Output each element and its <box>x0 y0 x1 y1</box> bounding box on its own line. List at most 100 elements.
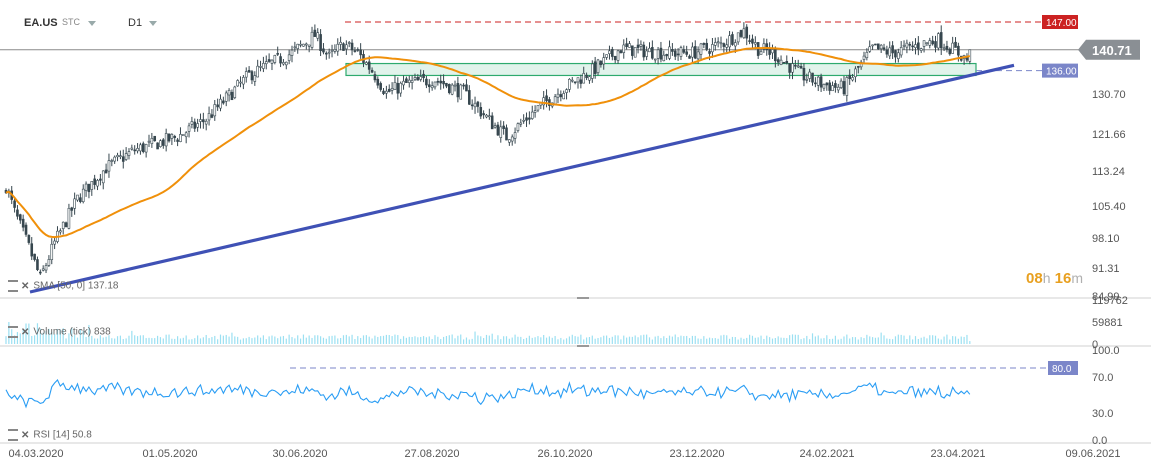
remove-indicator-icon[interactable]: ✕ <box>21 429 30 441</box>
candle <box>816 76 820 86</box>
rsi-tick-label: 30.0 <box>1092 408 1113 420</box>
candle <box>299 43 302 46</box>
date-tick-label: 04.03.2020 <box>8 448 63 460</box>
candle <box>582 73 586 84</box>
candle <box>568 78 571 90</box>
candle <box>322 48 325 53</box>
candle <box>302 43 305 47</box>
candle <box>957 45 960 56</box>
candle <box>708 51 711 54</box>
rsi-indicator-label[interactable]: ✕ RSI [14] 50.8 <box>8 429 92 441</box>
symbol-dropdown-icon[interactable] <box>88 21 96 26</box>
candle <box>748 40 751 42</box>
candle <box>794 64 797 67</box>
candle <box>267 59 271 62</box>
candle <box>673 50 677 57</box>
remove-indicator-icon[interactable]: ✕ <box>21 326 30 338</box>
candle <box>333 49 337 52</box>
candle <box>693 46 697 59</box>
candle <box>776 59 780 63</box>
candle <box>190 121 194 125</box>
candle <box>774 49 777 62</box>
candle <box>416 76 420 81</box>
price-tick-label: 84.99 <box>1092 291 1120 303</box>
candle <box>150 138 154 144</box>
remove-indicator-icon[interactable]: ✕ <box>21 280 30 292</box>
sma-indicator-label[interactable]: ✕ SMA [50, 0] 137.18 <box>8 280 118 292</box>
candle <box>284 61 288 66</box>
candle <box>856 66 860 68</box>
rsi-level-tag <box>1048 361 1078 375</box>
candle <box>336 43 340 52</box>
candle <box>233 86 237 98</box>
candle <box>659 47 663 60</box>
candle <box>631 45 634 56</box>
indicator-settings-icon[interactable] <box>8 280 18 292</box>
candle <box>510 136 514 142</box>
rsi-level-label: 80.0 <box>1052 364 1072 375</box>
candle <box>468 90 471 105</box>
candle <box>928 40 932 46</box>
candle <box>785 61 789 64</box>
candle <box>296 43 300 49</box>
candle <box>44 265 48 271</box>
candle <box>39 271 42 274</box>
candle <box>462 84 465 87</box>
candle <box>593 61 597 74</box>
date-tick-label: 27.08.2020 <box>404 448 459 460</box>
candle <box>754 42 757 45</box>
candle <box>851 77 854 81</box>
candle <box>196 123 199 128</box>
indicator-settings-icon[interactable] <box>8 429 18 441</box>
candle <box>422 73 425 79</box>
candle <box>385 90 388 94</box>
candle <box>799 66 803 69</box>
candle <box>836 86 840 91</box>
candle <box>327 51 331 54</box>
candle <box>728 35 731 48</box>
candle <box>244 71 248 78</box>
price-tick-label: 91.31 <box>1092 263 1120 275</box>
candle <box>493 125 497 128</box>
indicator-settings-icon[interactable] <box>8 326 18 338</box>
volume-indicator-label[interactable]: ✕ Volume (tick) 838 <box>8 326 111 338</box>
candle <box>76 194 79 201</box>
trendline <box>29 63 1015 294</box>
candle <box>608 50 611 54</box>
candle <box>342 43 345 51</box>
candle <box>50 243 54 260</box>
candle <box>570 79 574 82</box>
rsi-tick-label: 70.0 <box>1092 372 1113 384</box>
candle <box>170 134 174 139</box>
candle <box>136 148 139 152</box>
candle <box>319 34 322 51</box>
candle <box>144 144 148 153</box>
candle <box>101 170 105 184</box>
candle <box>222 100 225 104</box>
symbol-sub: STC <box>62 17 80 27</box>
candle <box>811 72 814 83</box>
candle <box>104 169 108 174</box>
candle <box>413 77 417 80</box>
candle <box>436 81 440 83</box>
candle <box>702 42 706 45</box>
candle <box>765 43 769 51</box>
candle <box>293 46 297 49</box>
candle <box>897 52 900 59</box>
candle <box>533 110 537 113</box>
candle <box>911 45 914 48</box>
symbol-name[interactable]: EA.US <box>24 17 58 29</box>
candle <box>922 40 926 47</box>
date-tick-label: 24.02.2021 <box>799 448 854 460</box>
timeframe-dropdown-icon[interactable] <box>149 21 157 26</box>
candle <box>859 61 863 68</box>
candle <box>522 119 525 122</box>
candle <box>602 57 606 65</box>
candle <box>934 41 937 48</box>
timeframe-selector[interactable]: D1 <box>128 17 143 29</box>
candle <box>622 44 626 53</box>
candle <box>902 44 906 47</box>
candle <box>633 47 637 58</box>
candle <box>139 144 142 152</box>
